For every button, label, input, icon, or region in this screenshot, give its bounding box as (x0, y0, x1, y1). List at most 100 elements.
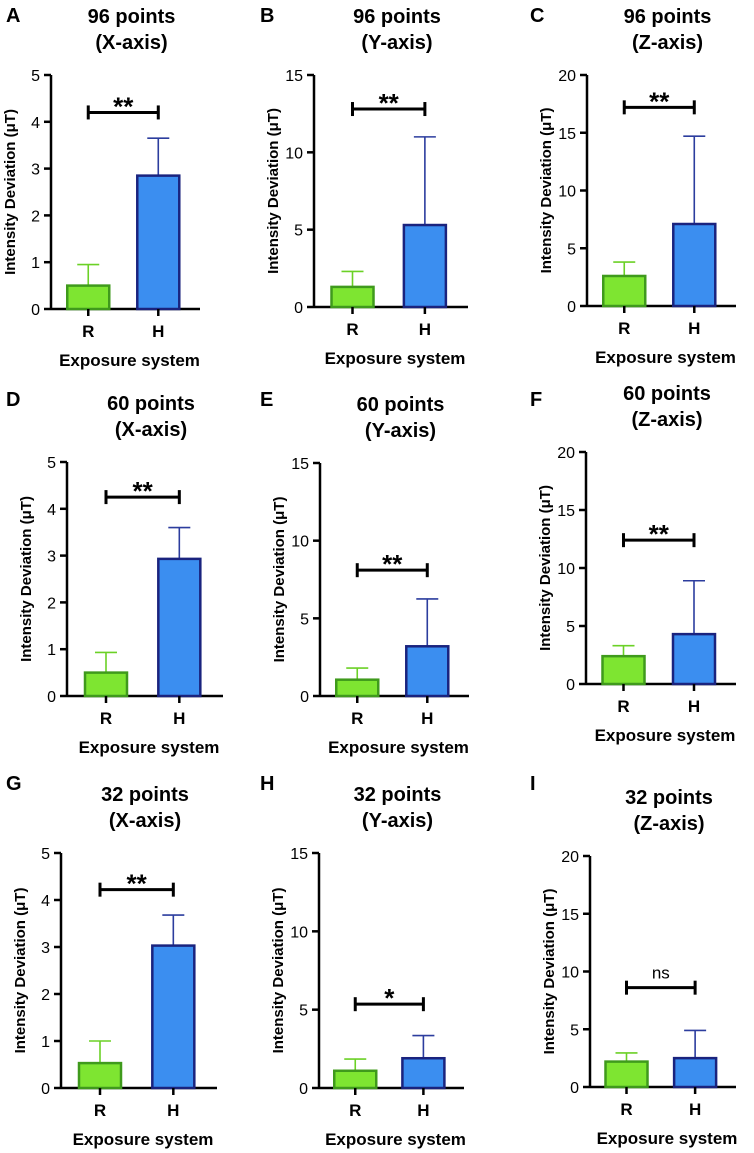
chart-title-line1: 32 points (101, 784, 189, 806)
chart-title-line2: (X-axis) (109, 810, 181, 832)
x-axis-label: Exposure system (328, 738, 469, 757)
bar-r (77, 1061, 123, 1090)
bar-r (604, 1060, 649, 1089)
chart-svg: H 32 points (Y-axis) 0 5 10 15 Intensity Deviat… (260, 773, 466, 1149)
chart-title-line1: 96 points (88, 6, 176, 28)
chart-svg: F 60 points (Z-axis) 0 5 10 15 20 Intensity Devi… (530, 383, 736, 745)
y-tick-label: 20 (557, 445, 575, 462)
y-tick-label: 10 (290, 924, 308, 941)
bar-h (151, 944, 196, 1090)
y-tick-label: 2 (41, 987, 50, 1004)
y-tick-label: 5 (41, 846, 50, 863)
bar-h (672, 222, 717, 308)
y-tick-label: 0 (300, 689, 309, 706)
y-tick-label: 10 (558, 184, 576, 201)
significance-label: ** (113, 91, 134, 121)
panel-letter: B (260, 5, 274, 27)
chart-svg: A 96 points (X-axis) 0 1 2 3 4 5 Intensity Deviat… (2, 5, 200, 370)
chart-panel-a: A 96 points (X-axis) 0 1 2 3 4 5 Intensity Deviat… (0, 0, 230, 384)
chart-panel-b: B 96 points (Y-axis) 0 5 10 15 Intensity Deviat… (254, 0, 484, 384)
panel-letter: D (6, 389, 20, 411)
y-tick-label: 0 (294, 300, 303, 317)
x-tick-label-r: R (620, 1100, 632, 1119)
y-tick-label: 15 (290, 846, 308, 863)
x-tick-label-h: H (417, 1101, 429, 1120)
y-tick-label: 10 (285, 145, 303, 162)
y-axis-label: Intensity Deviation (μT) (270, 888, 287, 1054)
y-axis-label: Intensity Deviation (μT) (265, 108, 282, 274)
chart-svg: D 60 points (X-axis) 0 1 2 3 4 5 Intensity Deviat… (6, 389, 223, 757)
significance-label: ns (652, 964, 670, 983)
y-axis-label: Intensity Deviation (μT) (538, 108, 555, 274)
x-tick-label-h: H (173, 709, 185, 728)
y-tick-label: 20 (561, 849, 579, 866)
chart-title-line1: 60 points (623, 383, 711, 405)
panel-letter: G (6, 773, 22, 795)
x-tick-label-h: H (421, 709, 433, 728)
x-tick-label-r: R (351, 709, 363, 728)
chart-title-line1: 96 points (353, 6, 441, 28)
chart-panel-c: C 96 points (Z-axis) 0 5 10 15 20 Intensity Devi… (524, 0, 754, 384)
significance-label: ** (133, 476, 154, 506)
y-tick-label: 3 (41, 940, 50, 957)
chart-panel-f: F 60 points (Z-axis) 0 5 10 15 20 Intensity Devi… (524, 383, 754, 768)
y-tick-label: 10 (291, 534, 309, 551)
y-tick-label: 4 (31, 115, 40, 132)
y-axis-label: Intensity Deviation (μT) (18, 496, 35, 662)
y-tick-label: 3 (31, 162, 40, 179)
y-tick-label: 10 (561, 965, 579, 982)
x-tick-label-r: R (617, 697, 629, 716)
y-tick-label: 15 (558, 126, 576, 143)
x-tick-label-h: H (689, 1100, 701, 1119)
bar-h (402, 223, 448, 309)
x-tick-label-r: R (82, 322, 94, 341)
y-tick-label: 5 (294, 223, 303, 240)
chart-panel-g: G 32 points (X-axis) 0 1 2 3 4 5 Intensity Deviat… (0, 768, 230, 1152)
chart-title-line1: 32 points (625, 787, 713, 809)
bar-h (157, 557, 202, 698)
chart-title-line2: (Z-axis) (633, 813, 704, 835)
x-tick-label-h: H (688, 697, 700, 716)
chart-title-line2: (Y-axis) (365, 420, 436, 442)
chart-svg: B 96 points (Y-axis) 0 5 10 15 Intensity Deviat… (260, 5, 468, 368)
y-tick-label: 20 (558, 68, 576, 85)
panel-letter: H (260, 773, 274, 795)
y-tick-label: 3 (47, 549, 56, 566)
bar-h (671, 632, 717, 686)
x-tick-label-r: R (94, 1101, 106, 1120)
significance-label: * (384, 983, 395, 1013)
y-tick-label: 0 (567, 299, 576, 316)
bar-r (333, 1069, 378, 1090)
y-tick-label: 5 (300, 611, 309, 628)
x-axis-label: Exposure system (595, 726, 736, 745)
x-tick-label-h: H (167, 1101, 179, 1120)
chart-panel-i: I 32 points (Z-axis) 0 5 10 15 20 Intensity Devi… (524, 768, 754, 1152)
x-tick-label-r: R (100, 709, 112, 728)
y-tick-label: 0 (566, 677, 575, 694)
chart-title-line2: (Y-axis) (361, 32, 432, 54)
y-tick-label: 15 (291, 456, 309, 473)
x-tick-label-h: H (152, 322, 164, 341)
y-tick-label: 1 (31, 255, 40, 272)
x-axis-label: Exposure system (73, 1130, 214, 1149)
significance-label: ** (649, 86, 670, 116)
chart-title-line2: (X-axis) (115, 419, 187, 441)
y-tick-label: 0 (47, 689, 56, 706)
bar-h (672, 1056, 718, 1089)
panel-letter: C (530, 5, 544, 27)
chart-svg: C 96 points (Z-axis) 0 5 10 15 20 Intensity Devi… (530, 5, 736, 367)
chart-title-line2: (Z-axis) (632, 32, 703, 54)
x-tick-label-h: H (419, 320, 431, 339)
bar-h (401, 1056, 446, 1090)
y-tick-label: 0 (570, 1080, 579, 1097)
y-tick-label: 15 (285, 68, 303, 85)
bar-r (335, 678, 380, 698)
significance-label: ** (379, 88, 400, 118)
chart-title-line1: 32 points (354, 784, 442, 806)
chart-title-line1: 60 points (357, 394, 445, 416)
x-tick-label-h: H (688, 319, 700, 338)
chart-panel-h: H 32 points (Y-axis) 0 5 10 15 Intensity Deviat… (254, 768, 484, 1152)
y-tick-label: 5 (47, 455, 56, 472)
panel-letter: A (6, 5, 20, 27)
y-axis-label: Intensity Deviation (μT) (537, 485, 554, 651)
